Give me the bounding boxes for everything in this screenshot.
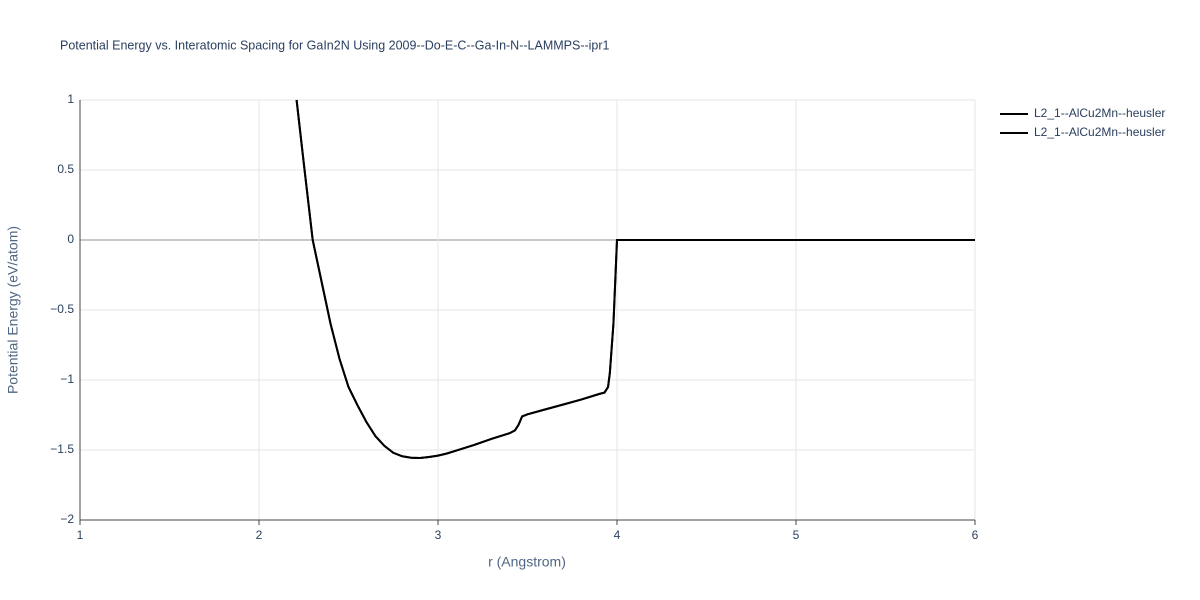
- x-tick-label: 2: [256, 528, 263, 542]
- x-tick-label: 5: [793, 528, 800, 542]
- legend-entry: L2_1--AlCu2Mn--heusler: [1034, 106, 1165, 120]
- y-tick-label: 0.5: [57, 162, 74, 176]
- y-tick-label: −1: [60, 372, 74, 386]
- x-tick-label: 4: [614, 528, 621, 542]
- y-axis-title: Potential Energy (eV/atom): [5, 226, 21, 394]
- y-tick-label: −0.5: [50, 302, 74, 316]
- y-tick-label: 1: [67, 92, 74, 106]
- legend-entry: L2_1--AlCu2Mn--heusler: [1034, 125, 1165, 139]
- y-tick-label: 0: [67, 232, 74, 246]
- x-tick-label: 6: [972, 528, 979, 542]
- chart-title: Potential Energy vs. Interatomic Spacing…: [60, 38, 610, 52]
- data-line: [295, 99, 975, 459]
- y-tick-label: −2: [60, 512, 74, 526]
- x-tick-label: 3: [435, 528, 442, 542]
- x-axis-title: r (Angstrom): [488, 554, 566, 570]
- data-line: [295, 99, 975, 459]
- x-tick-label: 1: [77, 528, 84, 542]
- y-tick-label: −1.5: [50, 442, 74, 456]
